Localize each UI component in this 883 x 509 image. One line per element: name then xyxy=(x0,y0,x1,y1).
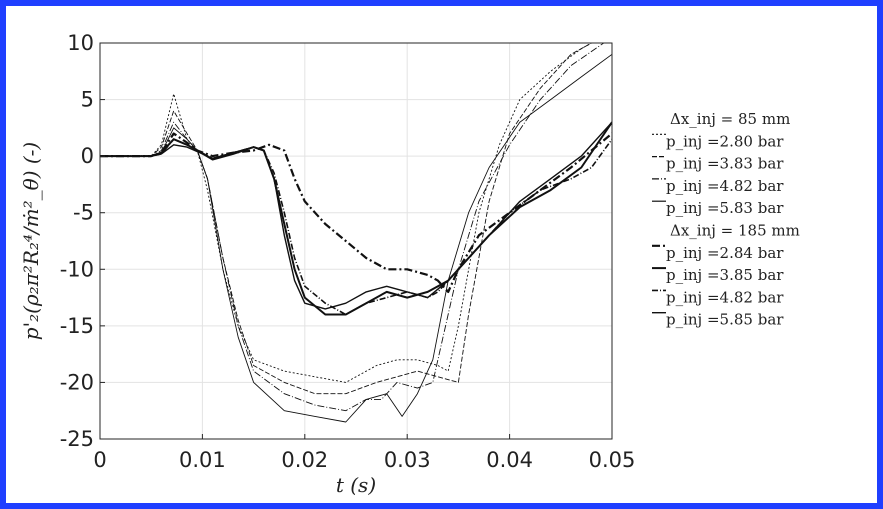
series-line-3 xyxy=(100,43,605,412)
legend-entry-label: p_inj =4.82 bar xyxy=(666,177,784,195)
series-line-1 xyxy=(100,43,593,383)
x-tick-label: 0.05 xyxy=(589,448,636,472)
x-tick-label: 0.03 xyxy=(384,448,431,472)
y-tick-label: -5 xyxy=(73,201,94,225)
y-tick-label: 10 xyxy=(67,31,94,55)
y-tick-label: -10 xyxy=(60,257,94,281)
y-tick-label: 0 xyxy=(81,144,94,168)
series-line-8 xyxy=(100,121,612,310)
x-tick-label: 0.02 xyxy=(281,448,328,472)
legend-entry-label: p_inj =5.85 bar xyxy=(666,311,784,329)
y-axis-label: p'₂(ρ₂π²R₂⁴/ṁ²_θ) (-) xyxy=(19,142,43,340)
x-tick-label: 0.04 xyxy=(486,448,533,472)
x-axis-label: t (s) xyxy=(336,473,376,497)
legend: Δx_inj = 85 mm p_inj =2.80 bar p_inj =3.83… xyxy=(652,110,800,329)
legend-entry-label: p_inj =2.80 bar xyxy=(666,132,784,150)
grid-lines xyxy=(99,42,613,440)
x-tick-label: 0.01 xyxy=(179,448,226,472)
x-tick-label: 0 xyxy=(93,448,106,472)
legend-entry-label: p_inj =3.83 bar xyxy=(666,155,784,173)
y-tick-label: -15 xyxy=(60,314,94,338)
legend-group-header: Δx_inj = 185 mm xyxy=(670,222,800,240)
series-line-4 xyxy=(100,53,612,423)
y-tick-label: -20 xyxy=(60,370,94,394)
legend-entry-label: p_inj =2.84 bar xyxy=(666,244,784,262)
legend-entry-label: p_inj =3.85 bar xyxy=(666,266,784,284)
series-line-7 xyxy=(100,138,612,316)
legend-group-header: Δx_inj = 85 mm xyxy=(670,110,790,128)
series-lines xyxy=(100,43,612,423)
axis-ticks: 0 0.01 0.02 0.03 0.04 0.05 10 5 0 -5 -10 -15 -20 -25 xyxy=(60,31,636,472)
legend-entry-label: p_inj =5.83 bar xyxy=(666,199,784,217)
y-tick-label: -25 xyxy=(60,427,94,451)
plot-area-border xyxy=(99,42,613,440)
y-tick-label: 5 xyxy=(81,88,94,112)
legend-entry-label: p_inj =4.82 bar xyxy=(666,288,784,306)
series-line-6 xyxy=(100,121,612,316)
